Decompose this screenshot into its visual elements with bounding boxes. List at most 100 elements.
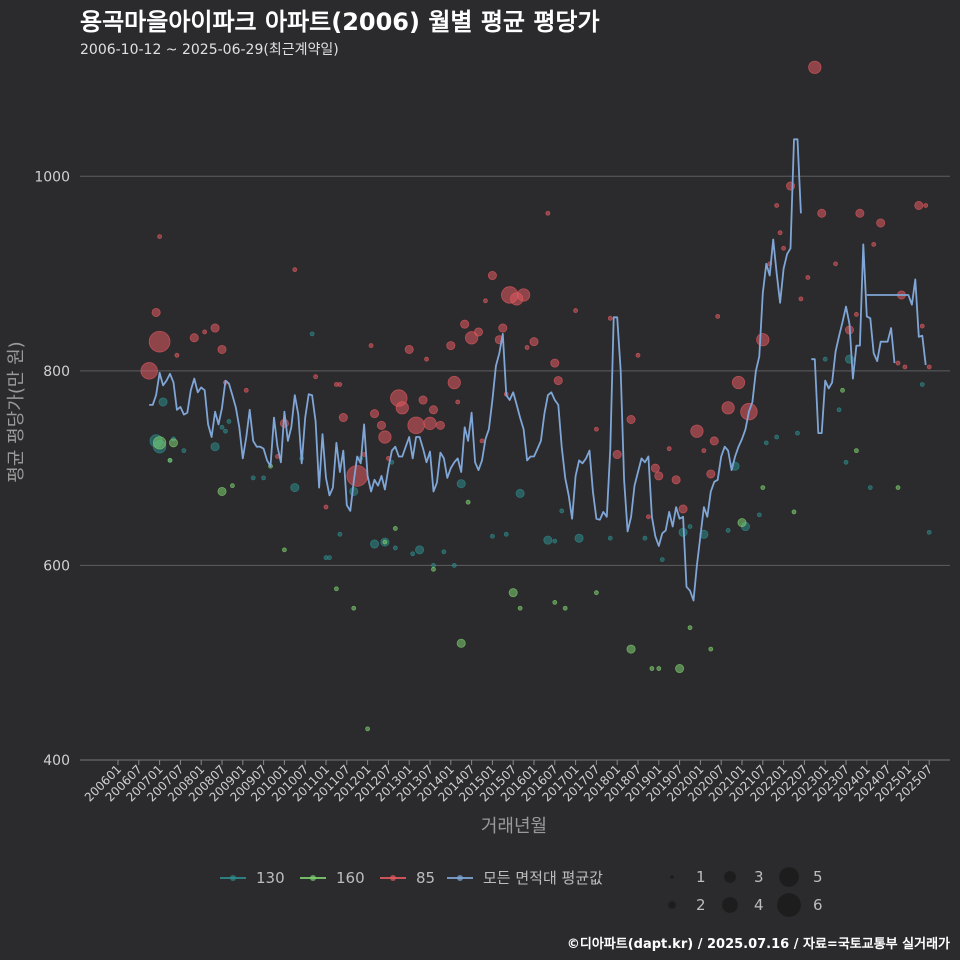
data-point-85 xyxy=(777,230,783,236)
data-point-130 xyxy=(441,549,447,555)
legend-dot-85 xyxy=(390,875,396,881)
data-point-85 xyxy=(140,362,158,380)
data-point-160 xyxy=(760,485,766,491)
size-legend-label: 6 xyxy=(813,896,823,914)
data-point-85 xyxy=(646,514,651,520)
data-point-130 xyxy=(392,545,398,551)
data-point-130 xyxy=(574,533,584,543)
data-point-85 xyxy=(323,504,329,510)
data-point-130 xyxy=(607,535,613,541)
data-point-160 xyxy=(649,666,655,671)
data-point-130 xyxy=(489,533,495,539)
data-point-130 xyxy=(415,545,425,555)
data-point-85 xyxy=(666,446,672,452)
data-point-85 xyxy=(464,331,479,345)
data-point-130 xyxy=(431,563,436,568)
data-point-85 xyxy=(524,345,530,350)
data-point-130 xyxy=(503,531,509,537)
data-point-85 xyxy=(189,333,199,343)
data-point-85 xyxy=(923,203,929,208)
legend-label-85: 85 xyxy=(416,869,435,887)
data-point-85 xyxy=(626,414,636,424)
data-point-130 xyxy=(226,419,232,424)
data-point-85 xyxy=(573,308,578,313)
average-line-segment xyxy=(866,278,927,366)
data-point-85 xyxy=(914,200,924,210)
data-point-130 xyxy=(158,397,168,407)
data-point-130 xyxy=(756,512,762,518)
data-point-130 xyxy=(456,479,466,489)
data-point-85 xyxy=(174,352,180,358)
x-tick-labels: 2006012006072007012007072008012008072009… xyxy=(82,762,935,804)
data-point-130 xyxy=(795,430,800,436)
data-point-130 xyxy=(559,508,565,514)
size-legend-dot xyxy=(777,893,801,917)
data-point-130 xyxy=(687,524,693,529)
legend-label-모든 면적대 평균값: 모든 면적대 평균값 xyxy=(483,869,603,887)
data-point-160 xyxy=(168,438,178,448)
data-point-130 xyxy=(774,434,780,440)
data-point-85 xyxy=(157,234,163,240)
data-point-85 xyxy=(447,375,461,390)
y-tick-label: 400 xyxy=(43,753,70,769)
data-point-85 xyxy=(607,315,613,321)
data-point-85 xyxy=(516,288,531,302)
scatter-points xyxy=(140,60,932,732)
data-point-85 xyxy=(550,358,560,368)
data-point-130 xyxy=(642,535,648,541)
data-point-130 xyxy=(451,563,457,568)
data-point-85 xyxy=(479,438,485,444)
size-legend: 1 2 3 4 5 6 xyxy=(668,867,823,917)
data-point-130 xyxy=(926,529,932,535)
data-point-85 xyxy=(650,463,660,473)
data-point-160 xyxy=(392,526,398,531)
data-point-85 xyxy=(721,401,735,415)
data-point-130 xyxy=(543,535,553,545)
data-point-85 xyxy=(460,319,470,329)
data-point-85 xyxy=(833,261,838,267)
data-point-85 xyxy=(678,504,688,514)
data-point-160 xyxy=(854,448,859,454)
data-point-85 xyxy=(217,344,227,354)
data-point-85 xyxy=(808,60,822,74)
data-point-85 xyxy=(817,208,827,218)
data-point-85 xyxy=(902,364,908,370)
legend-dot-160 xyxy=(310,875,316,881)
data-point-85 xyxy=(407,416,425,435)
axes xyxy=(117,760,930,765)
data-point-160 xyxy=(708,646,714,652)
data-point-130 xyxy=(659,557,665,562)
data-point-160 xyxy=(167,457,173,463)
data-point-85 xyxy=(446,341,456,351)
data-point-160 xyxy=(431,566,436,572)
data-point-85 xyxy=(455,399,461,405)
data-point-130 xyxy=(327,555,332,561)
y-axis-title: 평균 평당가(만 원) xyxy=(6,341,27,482)
data-point-85 xyxy=(635,352,641,358)
data-point-85 xyxy=(545,210,551,216)
data-point-85 xyxy=(805,275,811,280)
data-point-130 xyxy=(337,531,343,537)
data-point-85 xyxy=(654,471,664,481)
data-point-85 xyxy=(671,475,681,485)
series-legend: 130 160 85 모든 면적대 평균값 xyxy=(220,869,603,887)
size-legend-dot xyxy=(779,867,799,887)
data-point-130 xyxy=(836,407,842,413)
data-point-85 xyxy=(926,364,932,370)
data-point-85 xyxy=(404,344,414,354)
data-point-160 xyxy=(508,588,518,598)
data-point-160 xyxy=(456,638,466,648)
data-point-85 xyxy=(612,450,622,460)
data-point-85 xyxy=(855,208,865,218)
data-point-85 xyxy=(346,465,369,487)
data-point-130 xyxy=(515,488,525,498)
data-point-85 xyxy=(483,298,488,304)
data-point-85 xyxy=(418,395,428,405)
data-point-85 xyxy=(395,401,409,415)
grid-lines xyxy=(80,175,950,761)
data-point-160 xyxy=(737,518,747,528)
data-point-85 xyxy=(202,329,208,335)
data-point-130 xyxy=(219,424,225,430)
data-point-85 xyxy=(370,409,380,419)
